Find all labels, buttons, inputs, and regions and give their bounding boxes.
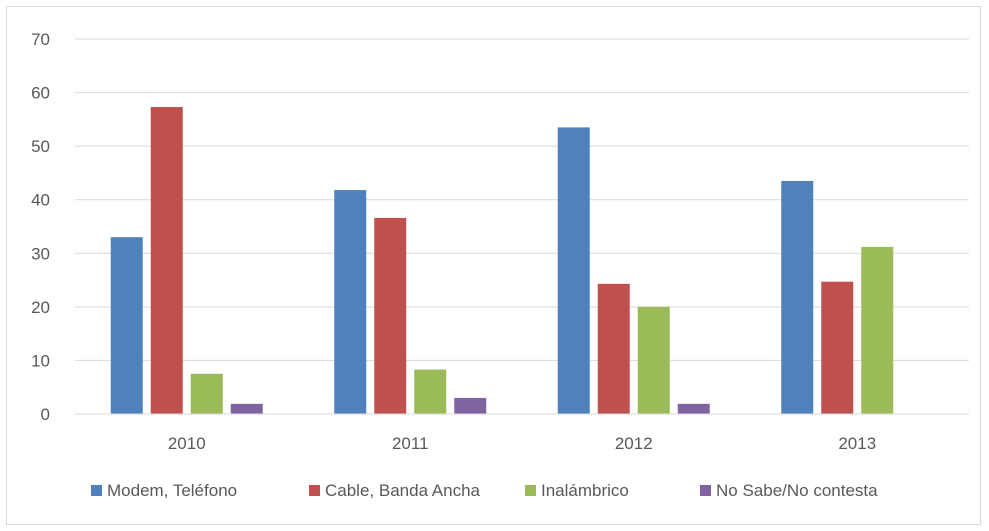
bar-modem-tel-fono-2010	[110, 237, 143, 414]
bar-inal-mbrico-2011	[414, 369, 447, 414]
bar-inal-mbrico-2010	[190, 373, 223, 414]
x-tick-label: 2012	[615, 434, 653, 453]
legend-swatch	[700, 485, 711, 496]
bar-modem-tel-fono-2013	[781, 180, 814, 414]
x-tick-label: 2013	[838, 434, 876, 453]
bar-cable-banda-ancha-2010	[150, 107, 183, 415]
legend: Modem, Teléfono Cable, Banda Ancha Inalámb…	[91, 481, 878, 500]
x-tick-label: 2010	[168, 434, 206, 453]
legend-label: Inalámbrico	[541, 481, 629, 500]
legend-swatch	[91, 485, 102, 496]
bar-inal-mbrico-2012	[637, 306, 670, 414]
y-tick-label: 10	[31, 351, 50, 370]
legend-label: Cable, Banda Ancha	[325, 481, 481, 500]
bar-no-sabe-no-contesta-2010	[230, 403, 263, 414]
bar-modem-tel-fono-2012	[557, 127, 590, 415]
y-tick-label: 50	[31, 137, 50, 156]
bar-cable-banda-ancha-2013	[821, 281, 854, 414]
grid-lines	[75, 38, 969, 361]
y-tick-label: 40	[31, 191, 50, 210]
x-axis: 2010 2011 2012 2013	[168, 434, 876, 453]
x-tick-label: 2011	[392, 434, 429, 453]
bar-cable-banda-ancha-2011	[374, 217, 407, 414]
bar-no-sabe-no-contesta-2012	[677, 403, 710, 414]
y-tick-label: 0	[41, 405, 50, 424]
bar-cable-banda-ancha-2012	[597, 283, 630, 414]
y-axis: 0 10 20 30 40 50 60 70	[31, 30, 50, 424]
bar-inal-mbrico-2013	[861, 246, 894, 414]
bar-no-sabe-no-contesta-2011	[454, 397, 487, 414]
legend-swatch	[525, 485, 536, 496]
y-tick-label: 70	[31, 30, 50, 49]
y-tick-label: 30	[31, 244, 50, 263]
bar-modem-tel-fono-2011	[334, 190, 367, 414]
legend-label: Modem, Teléfono	[107, 481, 237, 500]
legend-swatch	[309, 485, 320, 496]
bars	[110, 107, 894, 415]
y-tick-label: 20	[31, 298, 50, 317]
y-tick-label: 60	[31, 84, 50, 103]
legend-label: No Sabe/No contesta	[716, 481, 878, 500]
